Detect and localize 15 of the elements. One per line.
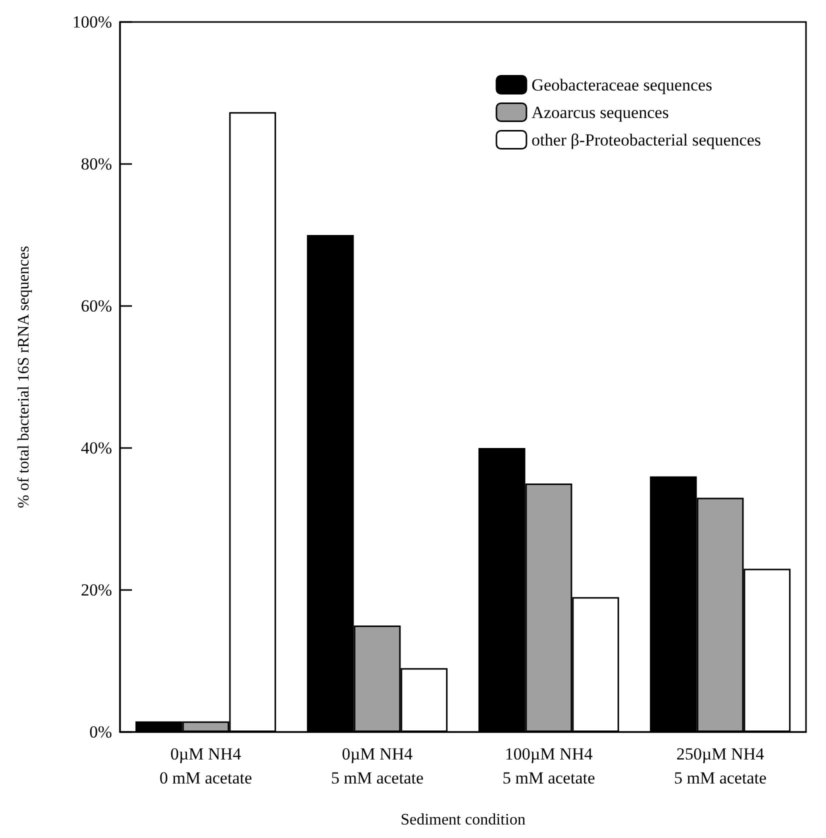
y-axis-title: % of total bacterial 16S rRNA sequences: [16, 246, 32, 508]
legend-label: Geobacteraceae sequences: [531, 75, 712, 94]
x-tick-label: 250µM NH4 5 mM acetate: [674, 744, 767, 788]
y-tick-label: 60%: [80, 296, 112, 316]
x-tick-label: 0µM NH4 5 mM acetate: [330, 744, 424, 788]
y-tick-label: 0%: [89, 722, 112, 742]
y-tick-label: 100%: [72, 12, 112, 32]
y-tick-label: 20%: [80, 580, 112, 600]
legend-label: Azoarcus sequences: [531, 102, 669, 122]
legend-label: other β-Proteobacterial sequences: [531, 130, 762, 150]
x-axis-title: Sediment condition: [400, 812, 526, 828]
y-tick-label: 40%: [80, 438, 112, 458]
y-tick-label: 80%: [80, 154, 112, 174]
x-tick-label: 0µM NH4 0 mM acetate: [159, 744, 252, 788]
x-tick-label: 100µM NH4 5 mM acetate: [502, 744, 596, 788]
